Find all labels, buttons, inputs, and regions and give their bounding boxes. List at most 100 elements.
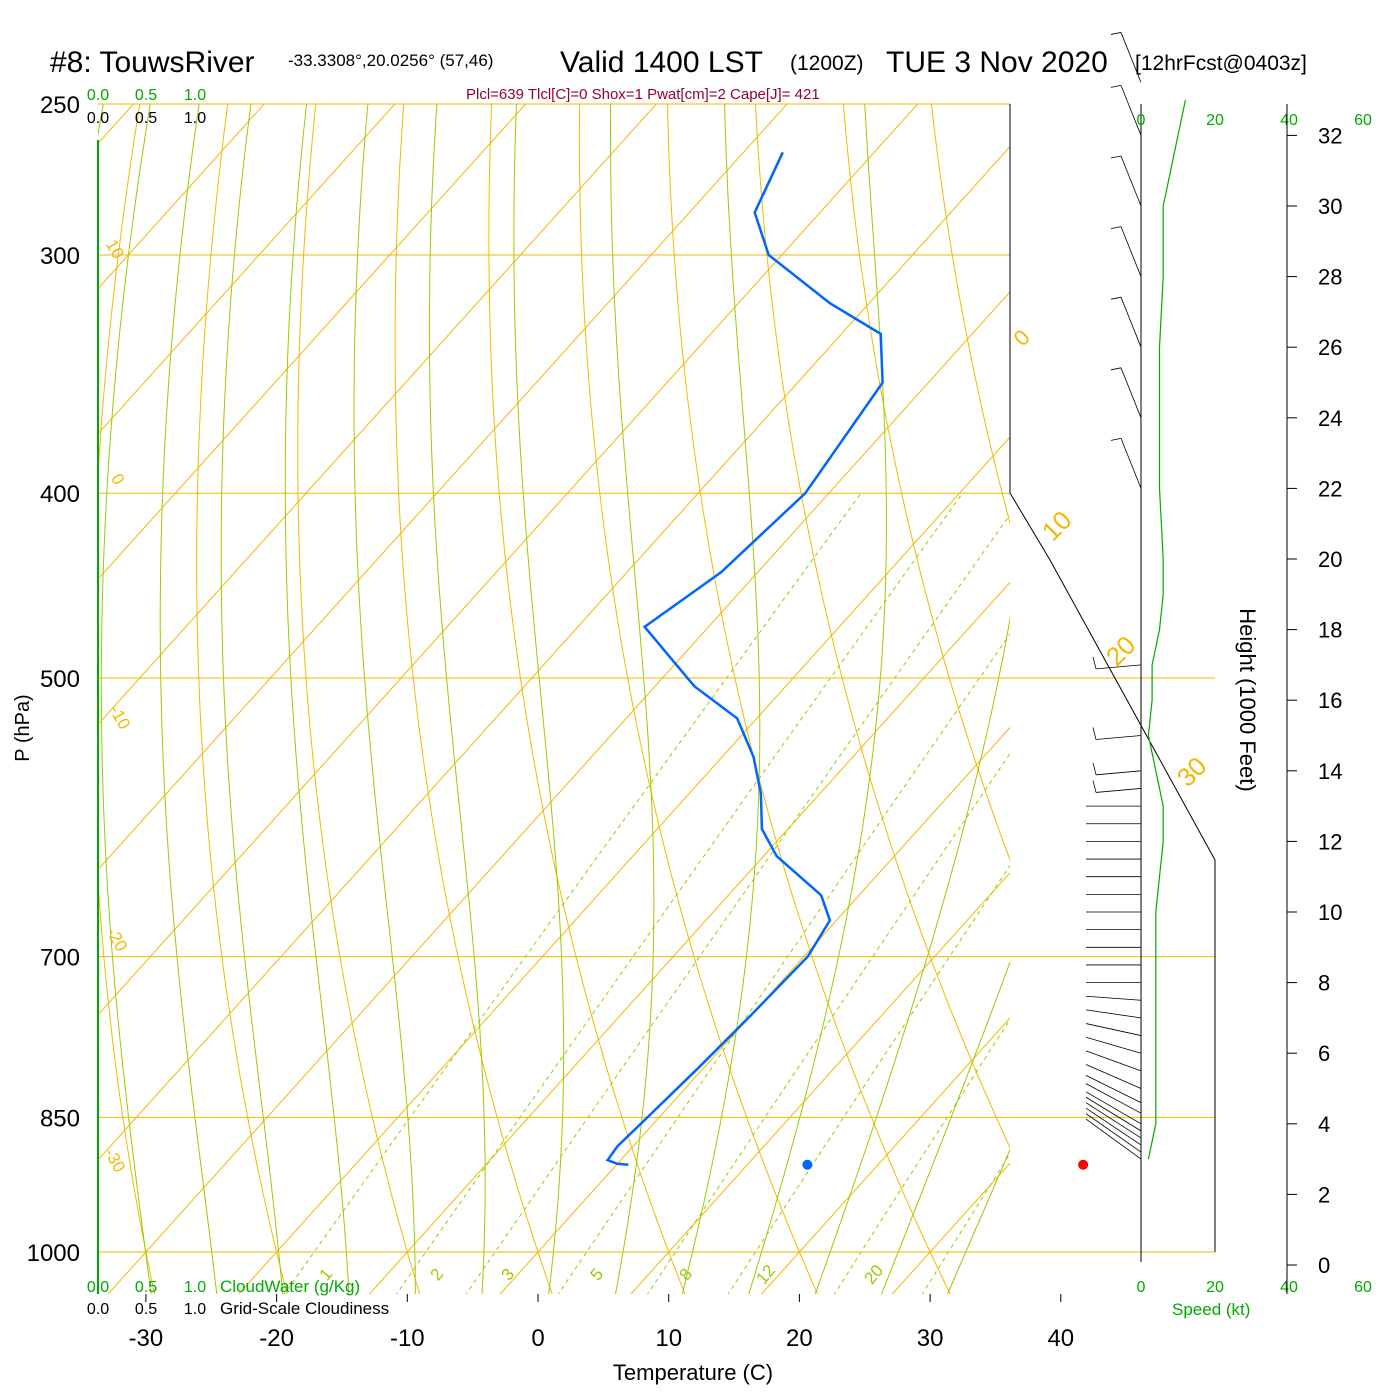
- temperature-line: [1025, 152, 1072, 1165]
- moist-adiabat-line: [946, 1148, 1010, 1294]
- mixing-ratio-line: [283, 492, 862, 1294]
- mixing-ratio-label: 2: [426, 1265, 447, 1284]
- height-axis-title: Height (1000 Feet): [1235, 608, 1260, 791]
- isotherm-line: [499, 726, 1010, 1294]
- sounding-indices: Plcl=639 Tlcl[C]=0 Shox=1 Pwat[cm]=2 Cap…: [466, 86, 820, 103]
- mixing-ratio-label: 3: [497, 1265, 518, 1284]
- moist-adiabat-line: [353, 104, 416, 1294]
- isotherm-line: [760, 1017, 1010, 1294]
- wind-barb: [1085, 1118, 1142, 1160]
- pressure-tick-label: 300: [40, 243, 80, 270]
- wind-barb: [1085, 995, 1142, 1001]
- cloudwater-tick-label: 1.0: [184, 1279, 206, 1296]
- height-tick-label: 0: [1318, 1253, 1330, 1278]
- wind-barb: [1085, 1050, 1142, 1072]
- cloudwater-tick-label: 0.0: [87, 87, 109, 104]
- wind-barb: [1120, 438, 1142, 489]
- dry-adiabat-label: -10: [105, 702, 134, 733]
- height-tick-label: 22: [1318, 476, 1342, 501]
- dry-adiabat-line: [754, 104, 1010, 1149]
- wind-barb: [1095, 664, 1142, 670]
- wind-barb-flag: [1110, 438, 1122, 441]
- isotherm-line: [98, 104, 788, 871]
- mixing-ratio-line: [465, 513, 1010, 1294]
- plot-frame: [97, 103, 1216, 1294]
- temperature-tick-label: 30: [917, 1325, 944, 1352]
- height-tick-label: 4: [1318, 1112, 1330, 1137]
- cloudwater-tick-label: 0.5: [135, 1279, 157, 1296]
- cloudiness-tick-label: 0.5: [135, 1301, 157, 1318]
- mixing-ratio-label: 20: [860, 1261, 887, 1288]
- isotherm-line: [98, 104, 657, 726]
- zulu-time: (1200Z): [790, 52, 864, 75]
- isotherm-line: [630, 872, 1010, 1294]
- wind-barb: [1085, 1023, 1142, 1036]
- dry-adiabat-line: [1189, 70, 1400, 1316]
- mixing-ratio-label: 8: [675, 1265, 696, 1284]
- pressure-tick-label: 400: [40, 481, 80, 508]
- moist-adiabat-line: [610, 104, 655, 1294]
- moist-adiabat-line: [748, 104, 887, 1294]
- wind-barb-flag: [1110, 296, 1122, 300]
- parcel-line: [1044, 152, 1075, 856]
- dry-adiabat-line: [98, 104, 155, 1294]
- speed-tick-label: 0: [1137, 1279, 1146, 1296]
- wind-barb: [1085, 1113, 1142, 1153]
- moist-adiabat-line: [220, 104, 284, 1294]
- wind-barb-flag: [1110, 155, 1122, 159]
- dry-adiabat-line: [842, 104, 1010, 862]
- isotherm-line: [0, 70, 33, 1312]
- mixing-ratio-line: [395, 492, 963, 1294]
- dry-adiabat-label: 10: [102, 236, 128, 262]
- height-tick-label: 32: [1318, 123, 1342, 148]
- sounding-profiles: [605, 151, 1075, 1167]
- isotherm-line: [368, 581, 1010, 1294]
- wind-speed-line: [1147, 99, 1186, 1160]
- height-tick-label: 24: [1318, 406, 1342, 431]
- isotherm-line: [107, 291, 1010, 1294]
- dry-adiabat-label: -30: [100, 1145, 129, 1176]
- wind-barb: [1120, 32, 1142, 83]
- wind-barb: [1095, 788, 1142, 793]
- height-tick-label: 12: [1318, 829, 1342, 854]
- height-tick-label: 6: [1318, 1041, 1330, 1066]
- dry-adiabat-line: [930, 104, 1010, 525]
- height-tick-label: 2: [1318, 1182, 1330, 1207]
- wind-barb-flag: [1092, 780, 1097, 793]
- wind-barb: [1120, 367, 1142, 418]
- temperature-tick-label: 40: [1047, 1325, 1074, 1352]
- surface-dewpoint-dot: [802, 1159, 813, 1170]
- cloudiness-tick-label: 0.5: [135, 110, 157, 127]
- isotherm-line: [98, 104, 527, 580]
- wind-barb-flag: [1110, 226, 1122, 229]
- dry-adiabat-label: 0: [107, 470, 128, 488]
- moist-adiabat-line: [428, 104, 486, 1294]
- surface-points: [802, 1159, 1089, 1170]
- station-title: #8: TouwsRiver: [50, 46, 255, 79]
- wind-barb: [1085, 1091, 1142, 1125]
- wind-barb-flag: [1110, 85, 1122, 88]
- forecast-run: [12hrFcst@0403z]: [1135, 52, 1307, 75]
- wind-barb-flag: [1092, 656, 1097, 669]
- wind-barb-flag: [1110, 367, 1122, 371]
- wind-barb: [1085, 1009, 1142, 1019]
- cloudiness-title: Grid-Scale Cloudiness: [220, 1299, 389, 1318]
- speed-tick-label: 40: [1280, 112, 1298, 129]
- cloudiness-tick-label: 0.0: [87, 1301, 109, 1318]
- wind-barb: [1085, 1107, 1142, 1146]
- cloudwater-title: CloudWater (g/Kg): [220, 1277, 360, 1296]
- speed-tick-label: 20: [1206, 1279, 1224, 1296]
- height-tick-label: 30: [1318, 194, 1342, 219]
- cloudiness-tick-label: 1.0: [184, 1301, 206, 1318]
- wind-barb-flag: [1110, 32, 1122, 35]
- pressure-tick-label: 850: [40, 1105, 80, 1132]
- valid-time: Valid 1400 LST: [560, 46, 763, 79]
- wind-barb: [1085, 1064, 1142, 1089]
- wind-barb: [1095, 735, 1142, 740]
- mixing-ratio-label: 12: [752, 1261, 779, 1288]
- wind-barb: [1095, 770, 1142, 776]
- height-tick-label: 18: [1318, 618, 1342, 643]
- wind-barb: [1120, 297, 1142, 348]
